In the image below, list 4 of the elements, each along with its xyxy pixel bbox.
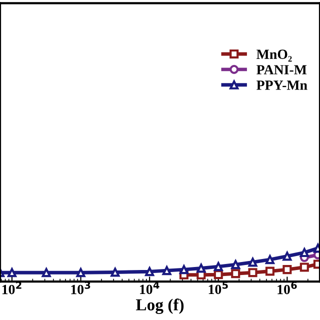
legend-label: PPY-Mn <box>256 80 308 90</box>
legend-label: MnO₂ <box>256 50 292 62</box>
legend-label: PANI-M <box>256 65 307 74</box>
x-axis-title: Log (f) <box>136 298 184 314</box>
